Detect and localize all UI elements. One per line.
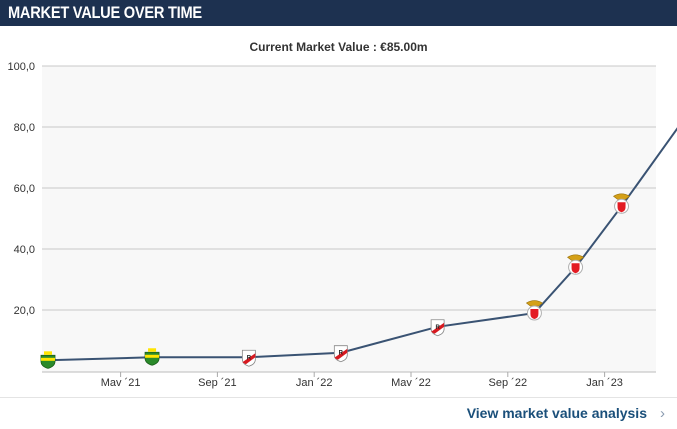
crest-letters: R bbox=[247, 355, 252, 361]
data-point-benfica[interactable] bbox=[567, 254, 585, 275]
header-bar: MARKET VALUE OVER TIME bbox=[0, 0, 677, 26]
data-point-river-plate[interactable]: R bbox=[333, 345, 348, 363]
data-point-river-plate[interactable]: R bbox=[430, 319, 445, 337]
crest-shield bbox=[530, 309, 539, 320]
x-tick-label: Mav ´21 bbox=[101, 377, 141, 389]
x-tick-label: Jan ´23 bbox=[586, 377, 623, 389]
chevron-right-icon[interactable]: › bbox=[660, 405, 665, 422]
crest-shield bbox=[617, 202, 626, 213]
y-tick-label: 100,0 bbox=[7, 61, 35, 73]
y-tick-label: 60,0 bbox=[14, 183, 35, 195]
defensa-y-justicia-crest-icon bbox=[144, 351, 160, 366]
crest-sash bbox=[334, 348, 348, 360]
crest-stripe bbox=[41, 357, 55, 361]
view-market-value-analysis-link[interactable]: View market value analysis bbox=[466, 405, 647, 421]
divider bbox=[0, 397, 677, 398]
y-tick-label: 80,0 bbox=[14, 122, 35, 134]
crest-crown bbox=[44, 351, 52, 355]
page-title: MARKET VALUE OVER TIME bbox=[8, 3, 202, 22]
data-point-benfica[interactable] bbox=[613, 193, 631, 214]
crest-sash bbox=[242, 353, 256, 365]
benfica-eagle-icon bbox=[613, 193, 631, 200]
chart-title: Current Market Value : €85.00m bbox=[249, 40, 428, 54]
data-point-defensa-y-justicia[interactable] bbox=[40, 351, 56, 369]
benfica-eagle-icon bbox=[567, 254, 585, 261]
crest-sash bbox=[431, 322, 445, 334]
crest-shield bbox=[571, 263, 580, 274]
crest-stripe bbox=[145, 354, 160, 358]
y-tick-label: 20,0 bbox=[14, 305, 35, 317]
crest-letters: R bbox=[339, 351, 344, 357]
data-point-defensa-y-justicia[interactable] bbox=[144, 348, 160, 366]
plot-area bbox=[42, 66, 656, 372]
defensa-y-justicia-crest-icon bbox=[40, 354, 56, 369]
x-tick-label: Sep ´21 bbox=[198, 377, 237, 389]
crest-letters: R bbox=[435, 325, 440, 331]
data-point-river-plate[interactable]: R bbox=[241, 349, 256, 367]
y-tick-label: 40,0 bbox=[14, 244, 35, 256]
market-value-chart: 20,0 40,0 60,0 80,0 100,0 Mav ´21 Sep ´21 Jan … bbox=[7, 61, 677, 389]
benfica-eagle-icon bbox=[525, 300, 543, 307]
x-tick-label: Mav ´22 bbox=[391, 377, 431, 389]
crest-crown bbox=[148, 348, 157, 352]
x-tick-label: Sep ´22 bbox=[489, 377, 528, 389]
data-point-benfica[interactable] bbox=[525, 300, 543, 321]
x-tick-label: Jan ´22 bbox=[296, 377, 333, 389]
